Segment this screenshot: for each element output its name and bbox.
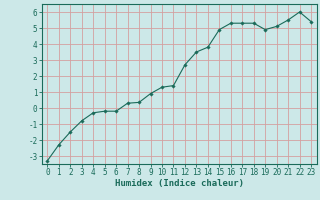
X-axis label: Humidex (Indice chaleur): Humidex (Indice chaleur): [115, 179, 244, 188]
